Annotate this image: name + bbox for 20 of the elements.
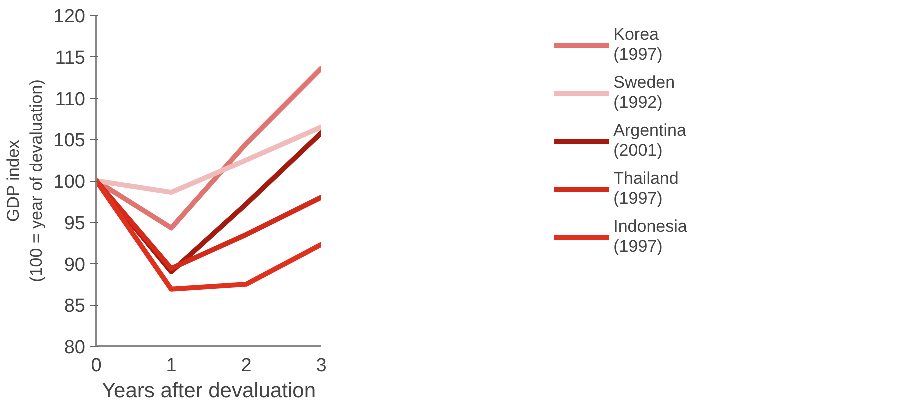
y-tick-label: 90: [64, 254, 86, 276]
legend-label: Thailand (1997): [614, 169, 679, 209]
y-tick-label: 85: [64, 296, 86, 318]
y-tick-label: 115: [55, 48, 86, 69]
y-tick-label: 95: [64, 213, 86, 234]
legend-label: Korea (1997): [614, 25, 663, 65]
x-axis-title: Years after devaluation: [102, 380, 316, 402]
y-tick-label: 105: [54, 130, 86, 152]
legend-label: Indonesia (1997): [614, 217, 688, 257]
y-tick-label: 110: [55, 89, 86, 110]
y-tick-label: 80: [64, 338, 86, 358]
x-tick-label: 2: [241, 356, 252, 376]
legend-label: Argentina (2001): [614, 121, 686, 161]
x-tick-label: 0: [91, 356, 102, 376]
legend-label: Sweden (1992): [614, 73, 676, 113]
x-tick-label: 3: [316, 356, 327, 376]
y-tick-label: 120: [54, 6, 86, 28]
x-tick-label: 1: [166, 356, 177, 376]
y-tick-label: 100: [54, 172, 86, 193]
y-axis-title: GDP index (100 = year of devaluation): [4, 80, 46, 282]
